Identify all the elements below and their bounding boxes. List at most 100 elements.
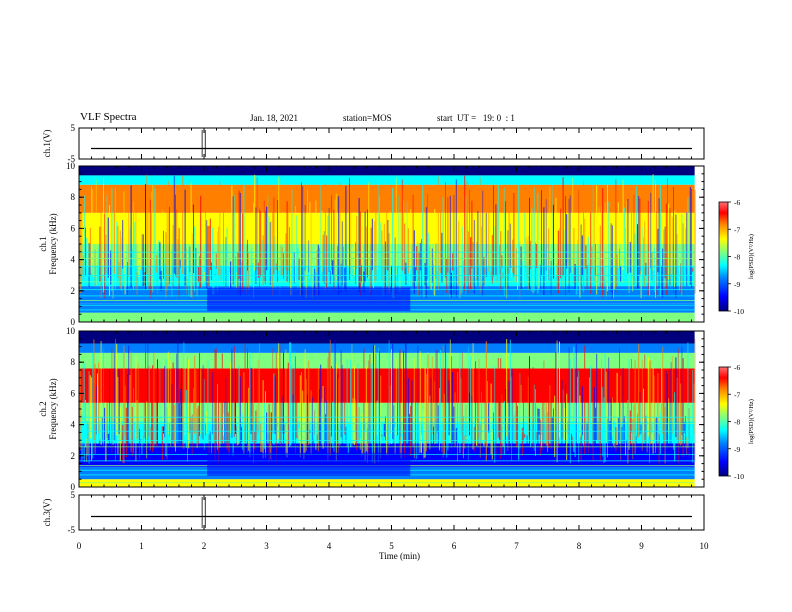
spectrum-streak	[179, 259, 181, 268]
spectrum-streak	[451, 272, 452, 298]
spectrum-streak	[271, 221, 272, 270]
spectrum-streak	[455, 428, 457, 455]
spectrum-streak	[565, 384, 566, 456]
spectrum-streak	[503, 401, 505, 455]
spectrum-streak	[305, 215, 307, 298]
spectrum-streak	[271, 412, 272, 461]
spectrum-streak	[377, 179, 379, 281]
spectrum-streak	[200, 195, 202, 288]
spectrum-streak	[596, 353, 598, 441]
spectrum-streak	[424, 262, 426, 286]
spectrum-streak	[507, 422, 509, 452]
spectrum-streak	[225, 377, 227, 452]
spectrum-streak	[211, 262, 212, 281]
spectrum-streak	[521, 427, 523, 456]
spectrum-streak	[173, 175, 175, 274]
spectrum-streak	[235, 256, 236, 279]
spectrum-streak	[289, 342, 290, 447]
x-tick-label: 1	[139, 541, 144, 551]
spectrum-streak	[533, 384, 535, 452]
spectrum-streak	[439, 268, 440, 270]
spectrum-streak	[397, 266, 398, 282]
spectrum-streak	[659, 185, 661, 296]
spectrum-streak	[153, 352, 155, 448]
spectrum-streak	[206, 411, 208, 434]
spectrum-streak	[518, 424, 520, 460]
spectrum-streak	[423, 413, 425, 459]
spectrum-streak	[340, 350, 342, 438]
spectrum-streak	[327, 215, 329, 287]
spectrum-streak	[499, 244, 500, 274]
spectrum-streak	[251, 263, 253, 278]
y-axis-label: Frequency (kHz)	[48, 378, 58, 439]
spectrum-streak	[493, 412, 494, 460]
spectrum-streak	[311, 262, 313, 299]
spectrum-streak	[375, 353, 377, 463]
spectrum-streak	[675, 357, 677, 437]
spectrum-streak	[273, 373, 275, 445]
spectrum-streak	[539, 419, 541, 456]
spectrum-streak	[368, 182, 370, 279]
spectrum-streak	[189, 389, 191, 433]
spectrum-streak	[428, 354, 430, 444]
spectrum-streak	[255, 410, 257, 443]
spectrum-streak	[116, 343, 118, 436]
spectrum-streak	[553, 204, 554, 279]
spectrum-streak	[184, 354, 186, 436]
colorbar-tick-label: -10	[734, 307, 744, 316]
spectrum-streak	[367, 428, 368, 463]
spectrum-streak	[590, 365, 592, 442]
spectrum-streak	[503, 187, 505, 297]
spectrum-streak	[316, 249, 318, 297]
colorbar-tick-label: -8	[734, 253, 740, 262]
spectrum-streak	[82, 255, 84, 281]
spectrum-streak	[427, 193, 428, 280]
spectrum-streak	[379, 195, 380, 282]
spectrum-streak	[597, 273, 599, 276]
x-tick-label: 5	[389, 541, 394, 551]
spectrum-streak	[249, 352, 251, 458]
spectrum-streak	[566, 214, 568, 269]
spectrum-streak	[557, 230, 559, 294]
spectrum-streak	[333, 209, 335, 292]
spectrum-streak	[112, 429, 114, 445]
spectrum-streak	[478, 264, 480, 286]
spectrum-streak	[548, 228, 550, 281]
spectrum-streak	[521, 261, 523, 276]
spectrum-streak	[385, 416, 386, 441]
spectrum-streak	[641, 226, 643, 282]
spectrum-streak	[367, 209, 368, 278]
spectrum-streak	[495, 204, 497, 275]
spectrum-streak	[469, 188, 470, 276]
spectrum-streak	[595, 407, 596, 453]
spectrum-streak	[643, 236, 644, 284]
spectrum-streak	[573, 228, 575, 284]
spectrum-streak	[326, 235, 328, 290]
spectrum-streak	[225, 237, 227, 287]
spectrum-streak	[365, 226, 367, 277]
spectrum-streak	[248, 252, 250, 290]
spectrum-streak	[131, 249, 133, 281]
spectrum-streak	[506, 248, 508, 299]
spectrum-streak	[111, 187, 113, 292]
x-tick-label: 3	[264, 541, 269, 551]
spectrum-streak	[517, 234, 518, 290]
spectrum-streak	[568, 347, 570, 463]
spectrum-streak	[586, 423, 588, 453]
station-label: station=MOS	[343, 113, 392, 123]
spectrum-streak	[212, 227, 214, 295]
spectrum-streak	[604, 202, 606, 280]
spectrum-streak	[655, 418, 656, 453]
spectrum-streak	[619, 348, 620, 442]
panel-2: 0 2 4 6 8 10 ch.1 Frequency (kHz)	[38, 161, 705, 327]
spectrum-streak	[655, 179, 656, 298]
spectrum-streak	[484, 370, 486, 446]
spectrum-streak	[418, 251, 420, 297]
spectrum-streak	[411, 379, 413, 460]
spectrum-streak	[279, 344, 281, 444]
spectrum-streak	[393, 405, 395, 461]
x-tick-label: 7	[514, 541, 519, 551]
spectrum-streak	[313, 253, 314, 276]
spectrum-streak	[439, 388, 440, 451]
spectrum-streak	[629, 410, 631, 445]
